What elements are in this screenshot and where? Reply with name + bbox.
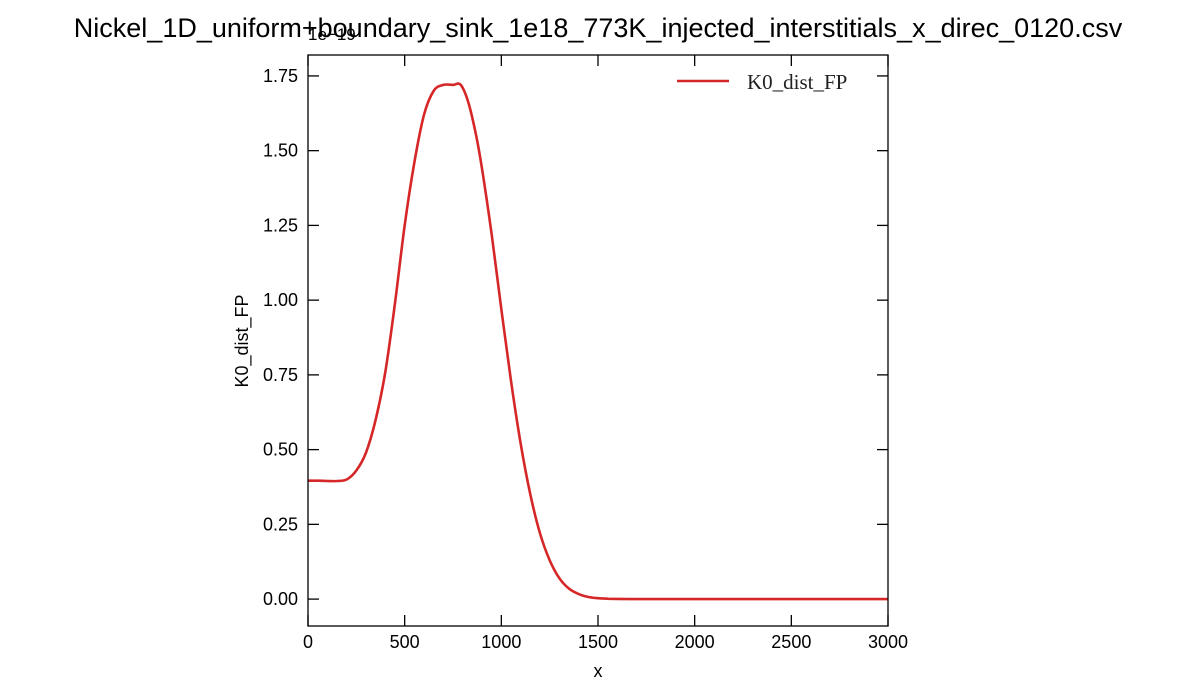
axes-frame (307, 54, 889, 627)
x-tick-label: 2000 (675, 632, 715, 652)
y-axis-label: K0_dist_FP (232, 294, 253, 387)
x-tick-label: 2500 (771, 632, 811, 652)
x-tick-label: 500 (390, 632, 420, 652)
x-tick-label: 1500 (578, 632, 618, 652)
legend-label: K0_dist_FP (747, 70, 847, 94)
y-tick-label: 1.25 (263, 215, 298, 235)
y-tick-label: 1.50 (263, 141, 298, 161)
y-tick-label: 1.75 (263, 66, 298, 86)
x-tick-label: 3000 (868, 632, 908, 652)
legend: K0_dist_FP (677, 70, 847, 94)
series-line-k0-dist-fp (307, 82, 888, 601)
y-offset-text: 1e−19 (308, 25, 356, 44)
y-tick-label: 0.00 (263, 589, 298, 609)
y-axis: 0.00 0.25 0.50 0.75 1.00 1.25 1.50 1.75 (263, 66, 888, 609)
x-tick-label: 0 (303, 632, 313, 652)
x-tick-label: 1000 (481, 632, 521, 652)
chart-title: Nickel_1D_uniform+boundary_sink_1e18_773… (74, 13, 1123, 43)
y-tick-label: 0.25 (263, 514, 298, 534)
x-axis-label: x (594, 661, 603, 681)
y-tick-label: 0.75 (263, 365, 298, 385)
y-tick-label: 0.50 (263, 440, 298, 460)
x-axis: 0 500 1000 1500 2000 2500 3000 (303, 55, 908, 652)
y-tick-label: 1.00 (263, 290, 298, 310)
